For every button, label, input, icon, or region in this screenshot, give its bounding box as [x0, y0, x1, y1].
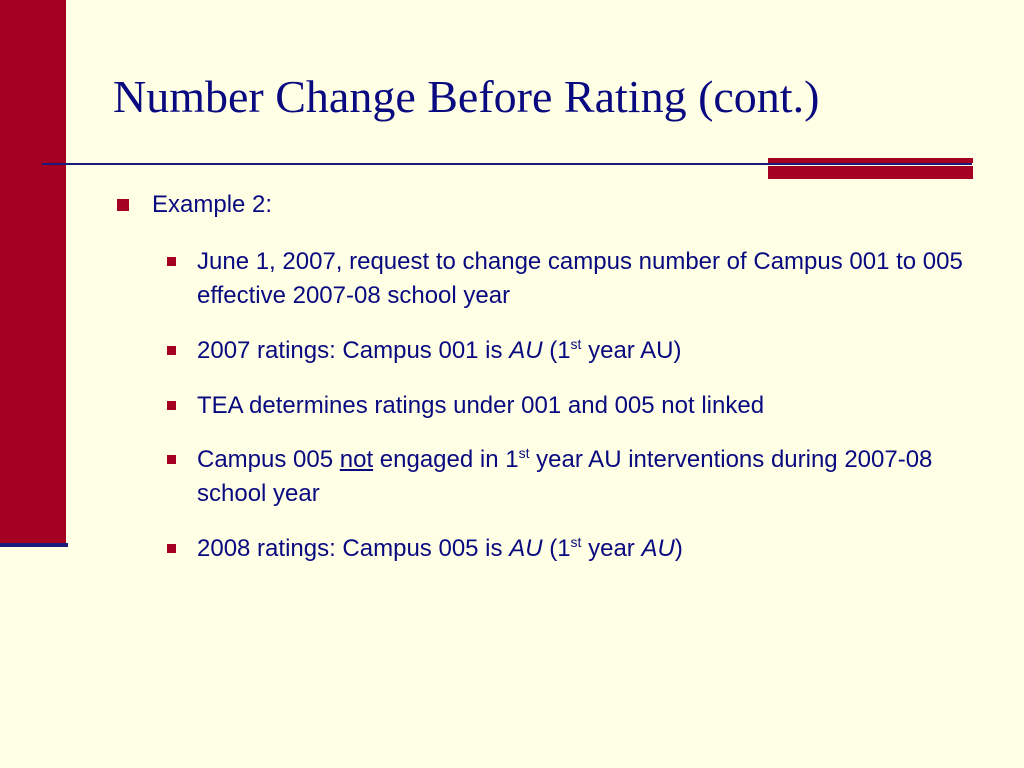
square-bullet-icon — [167, 455, 176, 464]
bullet-text: 2008 ratings: Campus 005 is AU (1st year… — [197, 534, 683, 562]
square-bullet-icon — [167, 544, 176, 553]
square-bullet-icon — [167, 346, 176, 355]
square-bullet-icon — [167, 257, 176, 266]
square-bullet-icon — [117, 199, 129, 211]
example-heading: Example 2: — [152, 191, 273, 218]
title-divider — [42, 163, 972, 165]
slide-title: Number Change Before Rating (cont.) — [113, 71, 820, 122]
left-decorative-bar — [0, 0, 66, 545]
title-accent-bar — [768, 158, 973, 179]
bullet-text: 2007 ratings: Campus 001 is AU (1st year… — [197, 336, 682, 364]
square-bullet-icon — [167, 401, 176, 410]
bullet-text: Campus 005 not engaged in 1st year AU in… — [197, 445, 933, 507]
bullet-text: June 1, 2007, request to change campus n… — [197, 248, 963, 309]
bullet-text: TEA determines ratings under 001 and 005… — [197, 392, 765, 419]
left-bar-underline — [0, 543, 68, 547]
